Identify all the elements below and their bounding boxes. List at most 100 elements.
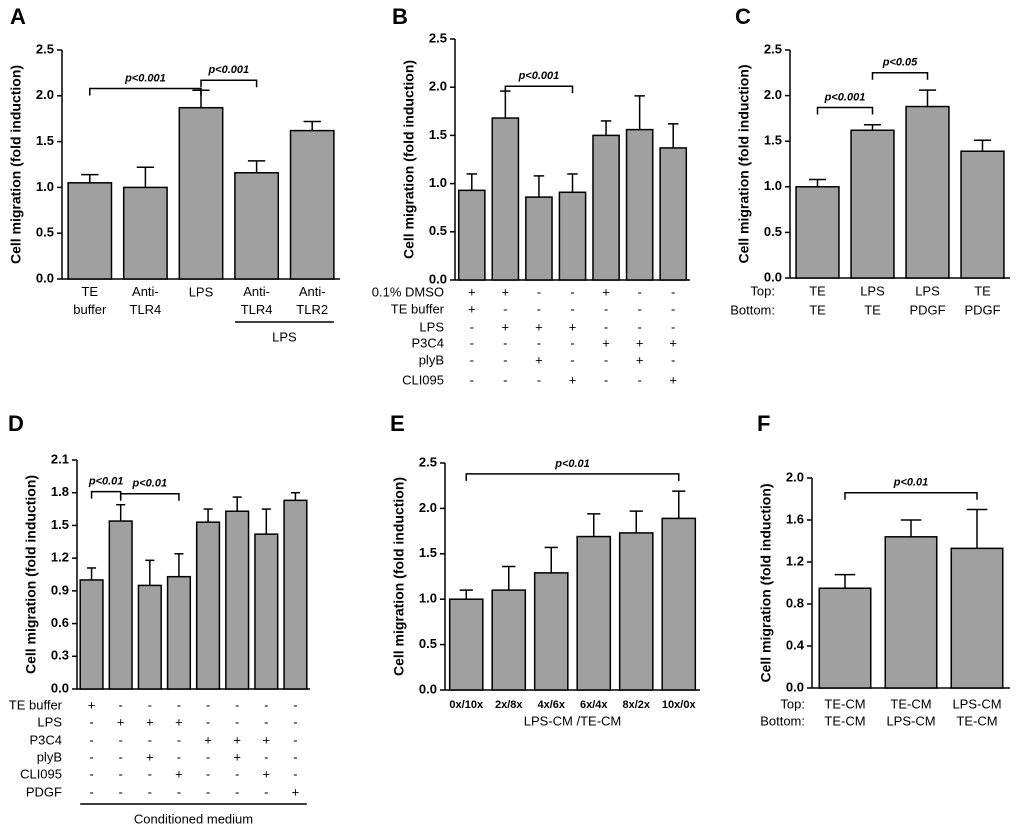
y-tick-label: 2.0 <box>36 87 54 102</box>
y-tick-label: 0.6 <box>51 615 69 630</box>
row-cell: - <box>119 697 123 712</box>
row-cell: - <box>206 697 210 712</box>
row-cell: + <box>569 319 577 334</box>
row-cell: TE-CM <box>824 696 865 711</box>
y-tick-label: 0.0 <box>36 270 54 285</box>
group-label: LPS <box>272 329 297 344</box>
bar <box>576 535 612 691</box>
row-cell: TE <box>974 283 991 298</box>
row-cell: - <box>235 697 239 712</box>
x-axis-label: LPS-CM /TE-CM <box>524 713 622 728</box>
row-cell: + <box>263 732 271 747</box>
row-cell: + <box>669 335 677 350</box>
bar <box>289 129 335 280</box>
row-cell: - <box>503 372 507 387</box>
row-cell: - <box>537 372 541 387</box>
x-tick-label: Anti-TLR4 <box>130 284 162 317</box>
bar <box>67 182 113 280</box>
x-tick-label: Anti-TLR2 <box>296 284 328 317</box>
row-cell: - <box>470 335 474 350</box>
row-cell: - <box>264 784 268 799</box>
row-cell: - <box>537 335 541 350</box>
row-label: 0.1% DMSO <box>372 284 444 299</box>
row-cell: + <box>636 335 644 350</box>
row-label: CLI095 <box>20 766 62 781</box>
y-tick-label: 0.4 <box>786 637 805 652</box>
row-cell: TE <box>809 283 826 298</box>
bar <box>818 587 872 689</box>
row-cell: + <box>468 301 476 316</box>
y-tick-label: 2.0 <box>429 79 447 94</box>
row-cell: - <box>604 301 608 316</box>
row-cell: - <box>293 766 297 781</box>
y-tick-label: 1.0 <box>419 591 437 606</box>
row-cell: - <box>148 766 152 781</box>
row-cell: - <box>177 749 181 764</box>
row-cell: - <box>177 732 181 747</box>
y-tick-label: 1.5 <box>419 545 437 560</box>
bar <box>525 196 553 281</box>
row-cell: + <box>502 319 510 334</box>
row-cell: - <box>604 352 608 367</box>
y-tick-label: 2.1 <box>51 451 69 466</box>
x-tick-label: Anti-TLR4 <box>241 284 273 317</box>
y-tick-label: 2.5 <box>764 41 782 56</box>
bar <box>850 129 895 279</box>
row-label: TE buffer <box>391 301 445 316</box>
row-cell: - <box>503 352 507 367</box>
row-cell: + <box>292 784 300 799</box>
row-label: Bottom: <box>730 302 775 317</box>
bar <box>122 186 168 280</box>
row-cell: LPS <box>860 283 885 298</box>
y-axis-label: Cell migration (fold induction) <box>401 60 417 259</box>
row-cell: PDGF <box>964 302 1000 317</box>
row-label: P3C4 <box>411 335 444 350</box>
row-cell: - <box>148 697 152 712</box>
row-cell: + <box>88 697 96 712</box>
bar <box>558 191 587 281</box>
bar <box>457 189 486 281</box>
significance-bracket <box>90 490 122 499</box>
significance-bracket <box>844 491 978 500</box>
row-cell: - <box>537 301 541 316</box>
row-cell: PDGF <box>909 302 945 317</box>
bar <box>491 589 527 691</box>
significance-bracket <box>89 87 202 96</box>
row-cell: + <box>204 732 212 747</box>
y-tick-label: 0.5 <box>419 636 437 651</box>
row-cell: - <box>89 784 93 799</box>
row-cell: + <box>602 335 610 350</box>
row-cell: LPS-CM <box>886 713 935 728</box>
row-cell: - <box>148 732 152 747</box>
y-tick-label: 1.5 <box>51 517 69 532</box>
y-tick-label: 0.5 <box>764 224 782 239</box>
row-cell: - <box>264 697 268 712</box>
row-cell: + <box>117 714 125 729</box>
row-cell: - <box>570 335 574 350</box>
y-tick-label: 0.0 <box>429 271 447 286</box>
bar <box>166 575 192 690</box>
row-cell: - <box>637 372 641 387</box>
panel-letter: E <box>390 411 405 436</box>
p-value: p<0.05 <box>882 57 918 69</box>
row-cell: + <box>502 284 510 299</box>
row-cell: TE-CM <box>890 696 931 711</box>
row-cell: - <box>570 352 574 367</box>
p-value: p<0.01 <box>554 458 590 470</box>
significance-bracket <box>504 85 574 94</box>
row-cell: + <box>636 352 644 367</box>
bar <box>661 517 697 691</box>
x-tick-label: 4x/6x <box>537 699 565 711</box>
row-cell: - <box>235 714 239 729</box>
y-axis-label: Cell migration (fold induction) <box>391 477 407 676</box>
p-value: p<0.001 <box>124 72 166 84</box>
bar <box>225 510 250 690</box>
bar <box>625 128 654 281</box>
x-tick-label: 10x/0x <box>662 699 697 711</box>
row-label: LPS <box>37 714 62 729</box>
bar <box>491 117 520 281</box>
p-value: p<0.01 <box>88 476 124 488</box>
row-cell: + <box>175 714 183 729</box>
bar <box>960 150 1005 279</box>
